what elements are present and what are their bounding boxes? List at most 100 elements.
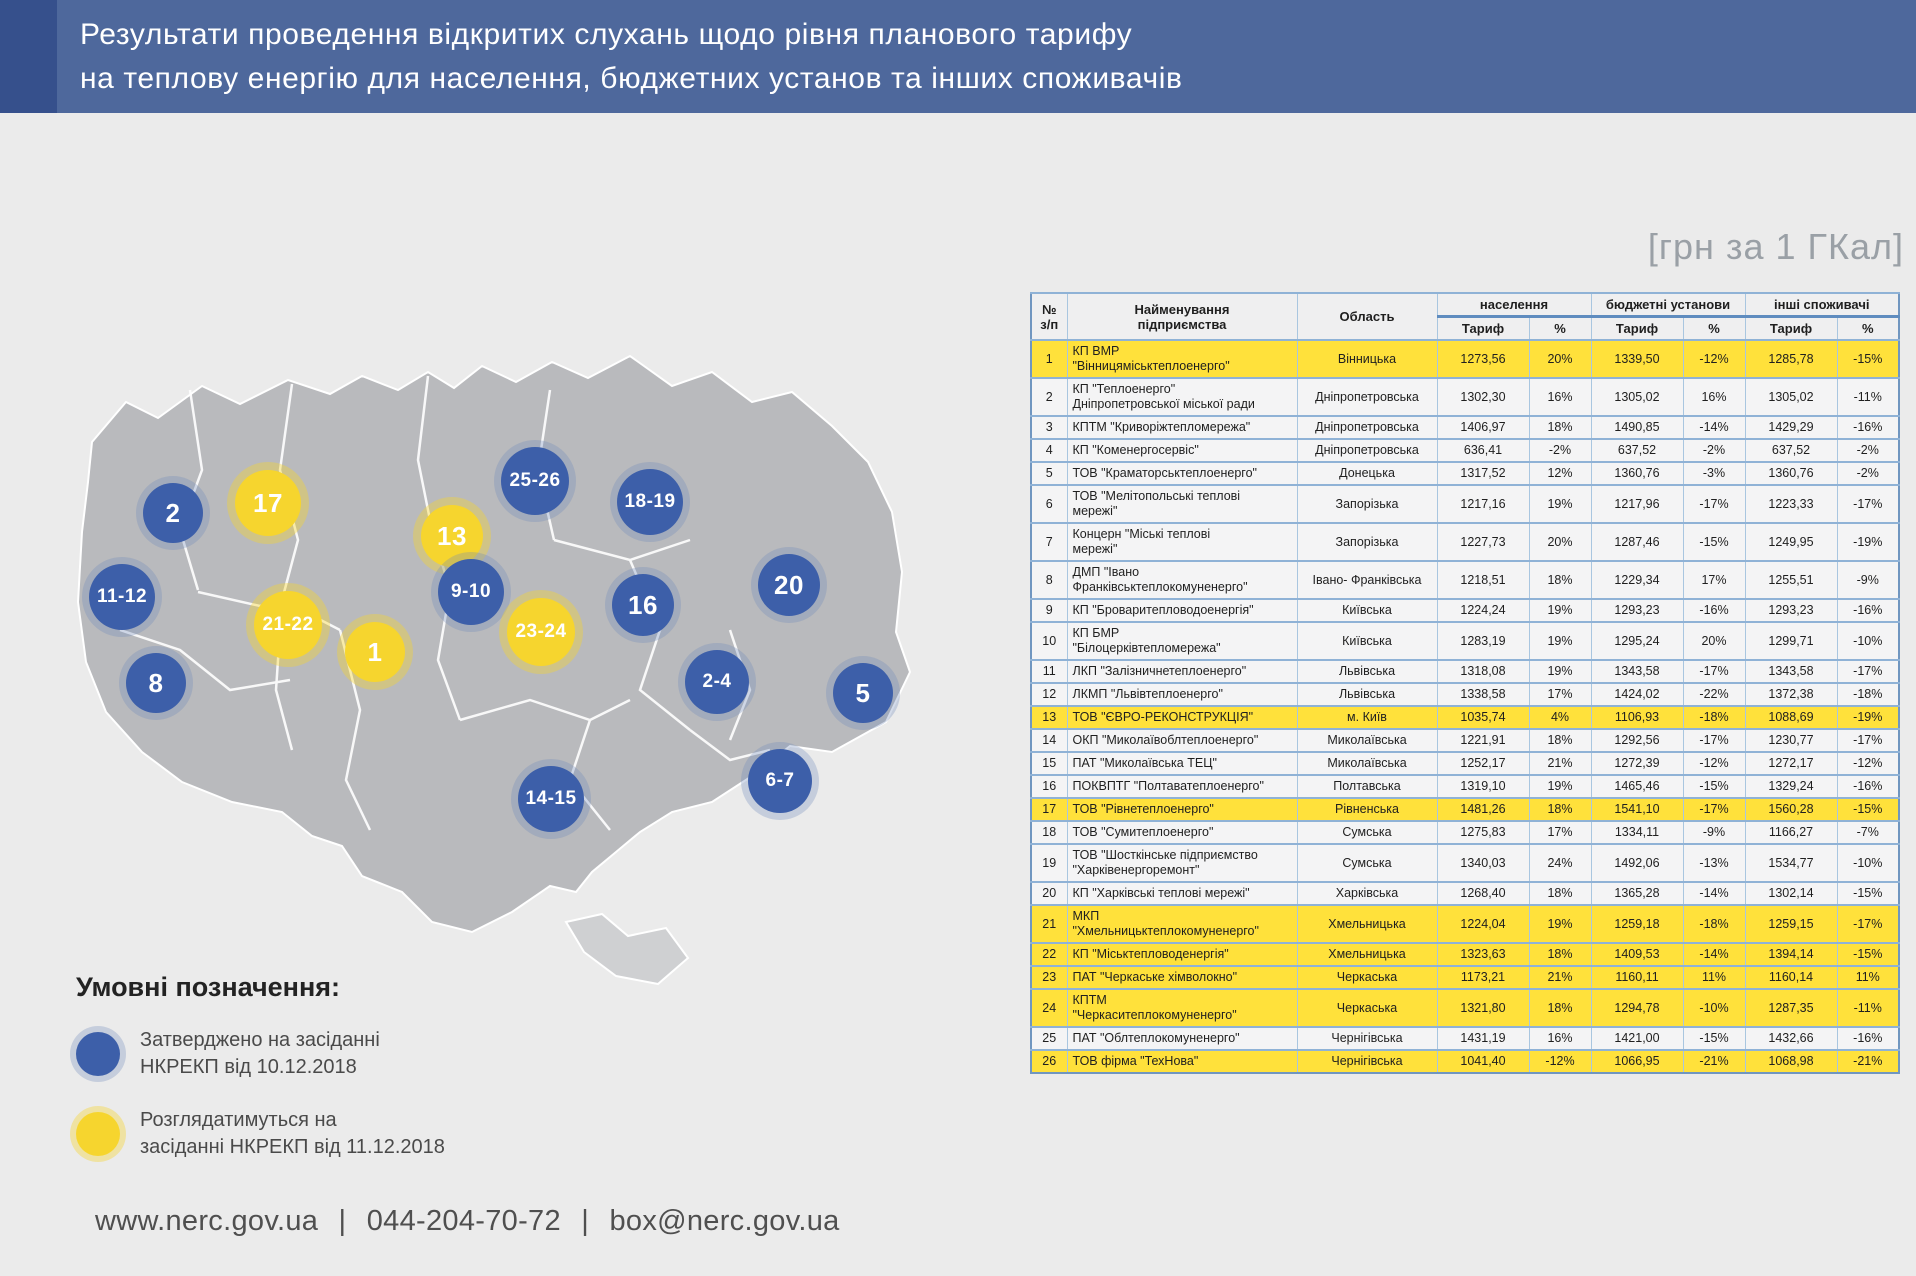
row-number: 14 [1030, 728, 1068, 753]
enterprise-name: ТОВ "Краматорськтеплоенерго" [1066, 461, 1298, 486]
other-tariff: 1560,28 [1744, 797, 1838, 822]
other-percent: -17% [1836, 728, 1900, 753]
legend: Умовні позначення: Затверджено на засіда… [76, 972, 445, 1187]
budget-tariff: 1465,46 [1590, 774, 1684, 799]
population-percent: 21% [1528, 965, 1592, 990]
other-percent: -16% [1836, 598, 1900, 623]
row-number: 13 [1030, 705, 1068, 730]
other-percent: -21% [1836, 1049, 1900, 1074]
other-percent: -19% [1836, 705, 1900, 730]
oblast-name: Дніпропетровська [1296, 438, 1438, 463]
budget-percent: -17% [1682, 659, 1746, 684]
subheader-budget-tariff: Тариф [1590, 316, 1684, 341]
budget-percent: -22% [1682, 682, 1746, 707]
row-number: 8 [1030, 560, 1068, 600]
budget-percent: -15% [1682, 774, 1746, 799]
budget-tariff: 1343,58 [1590, 659, 1684, 684]
budget-tariff: 1294,78 [1590, 988, 1684, 1028]
oblast-name: Запорізька [1296, 522, 1438, 562]
other-tariff: 1287,35 [1744, 988, 1838, 1028]
row-number: 17 [1030, 797, 1068, 822]
population-tariff: 1302,30 [1436, 377, 1530, 417]
population-percent: 19% [1528, 659, 1592, 684]
other-percent: -9% [1836, 560, 1900, 600]
oblast-name: Запорізька [1296, 484, 1438, 524]
other-tariff: 1293,23 [1744, 598, 1838, 623]
footer-email[interactable]: box@nerc.gov.ua [609, 1205, 840, 1237]
legend-pending-line1: Розглядатимуться на [140, 1109, 337, 1131]
population-percent: 20% [1528, 339, 1592, 379]
map-marker-2: 2 [143, 483, 203, 543]
population-tariff: 1035,74 [1436, 705, 1530, 730]
table-row: 24 КПТМ "Черкаситеплокомуненерго" Черкаськ… [1030, 988, 1900, 1028]
footer-website[interactable]: www.nerc.gov.ua [95, 1205, 319, 1237]
other-tariff: 1255,51 [1744, 560, 1838, 600]
row-number: 25 [1030, 1026, 1068, 1051]
map-marker-1: 1 [345, 622, 405, 682]
row-number: 4 [1030, 438, 1068, 463]
row-number: 20 [1030, 881, 1068, 906]
legend-title: Умовні позначення: [76, 972, 341, 1002]
row-number: 9 [1030, 598, 1068, 623]
other-tariff: 1285,78 [1744, 339, 1838, 379]
other-percent: -17% [1836, 904, 1900, 944]
enterprise-name: КП "Броваритепловодоенергія" [1066, 598, 1298, 623]
row-number: 19 [1030, 843, 1068, 883]
population-percent: 19% [1528, 904, 1592, 944]
other-percent: -10% [1836, 621, 1900, 661]
other-tariff: 1534,77 [1744, 843, 1838, 883]
other-tariff: 637,52 [1744, 438, 1838, 463]
other-percent: -10% [1836, 843, 1900, 883]
budget-tariff: 1421,00 [1590, 1026, 1684, 1051]
map-marker-23-24: 23-24 [507, 598, 575, 666]
budget-tariff: 1217,96 [1590, 484, 1684, 524]
other-tariff: 1360,76 [1744, 461, 1838, 486]
population-tariff: 1221,91 [1436, 728, 1530, 753]
population-tariff: 1406,97 [1436, 415, 1530, 440]
other-percent: 11% [1836, 965, 1900, 990]
population-percent: 21% [1528, 751, 1592, 776]
map-marker-17: 17 [235, 470, 301, 536]
row-number: 18 [1030, 820, 1068, 845]
population-percent: 18% [1528, 942, 1592, 967]
other-tariff: 1068,98 [1744, 1049, 1838, 1074]
map-marker-14-15: 14-15 [518, 766, 584, 832]
population-percent: 18% [1528, 881, 1592, 906]
oblast-name: Миколаївська [1296, 751, 1438, 776]
footer-separator2: | [581, 1205, 590, 1237]
table-row: 13 ТОВ "ЄВРО-РЕКОНСТРУКЦІЯ" м. Київ 1035,74… [1030, 705, 1900, 730]
enterprise-name: ТОВ "Рівнетеплоенерго" [1066, 797, 1298, 822]
legend-pending-text: Розглядатимуться на засіданні НКРЕКП від… [140, 1107, 445, 1161]
tariff-table: № з/п Найменування підприємства Область … [1030, 292, 1900, 1074]
other-tariff: 1166,27 [1744, 820, 1838, 845]
table-row: 14 ОКП "Миколаївоблтеплоенерго" Миколаївсь… [1030, 728, 1900, 753]
other-tariff: 1249,95 [1744, 522, 1838, 562]
map-marker-8: 8 [126, 653, 186, 713]
budget-percent: 17% [1682, 560, 1746, 600]
population-tariff: 1252,17 [1436, 751, 1530, 776]
population-percent: -2% [1528, 438, 1592, 463]
enterprise-name: ТОВ "Сумитеплоенерго" [1066, 820, 1298, 845]
page-title-line1: Результати проведення відкритих слухань … [80, 18, 1133, 51]
budget-tariff: 1106,93 [1590, 705, 1684, 730]
row-number: 10 [1030, 621, 1068, 661]
population-percent: 16% [1528, 1026, 1592, 1051]
table-row: 20 КП "Харківські теплові мережі" Харківсь… [1030, 881, 1900, 906]
budget-tariff: 1305,02 [1590, 377, 1684, 417]
budget-percent: -13% [1682, 843, 1746, 883]
row-number: 12 [1030, 682, 1068, 707]
population-percent: 19% [1528, 774, 1592, 799]
other-tariff: 1160,14 [1744, 965, 1838, 990]
budget-percent: -17% [1682, 797, 1746, 822]
other-percent: -16% [1836, 415, 1900, 440]
enterprise-name: КП "Харківські теплові мережі" [1066, 881, 1298, 906]
oblast-name: Донецька [1296, 461, 1438, 486]
approved-circle-icon [76, 1032, 120, 1076]
table-row: 16 ПОКВПТГ "Полтаватеплоенерго" Полтавська… [1030, 774, 1900, 799]
legend-approved-line2: НКРЕКП від 10.12.2018 [140, 1056, 357, 1078]
budget-percent: -12% [1682, 339, 1746, 379]
oblast-name: Хмельницька [1296, 904, 1438, 944]
population-percent: 19% [1528, 621, 1592, 661]
budget-percent: 16% [1682, 377, 1746, 417]
col-header-enterprise: Найменування підприємства [1066, 292, 1298, 341]
